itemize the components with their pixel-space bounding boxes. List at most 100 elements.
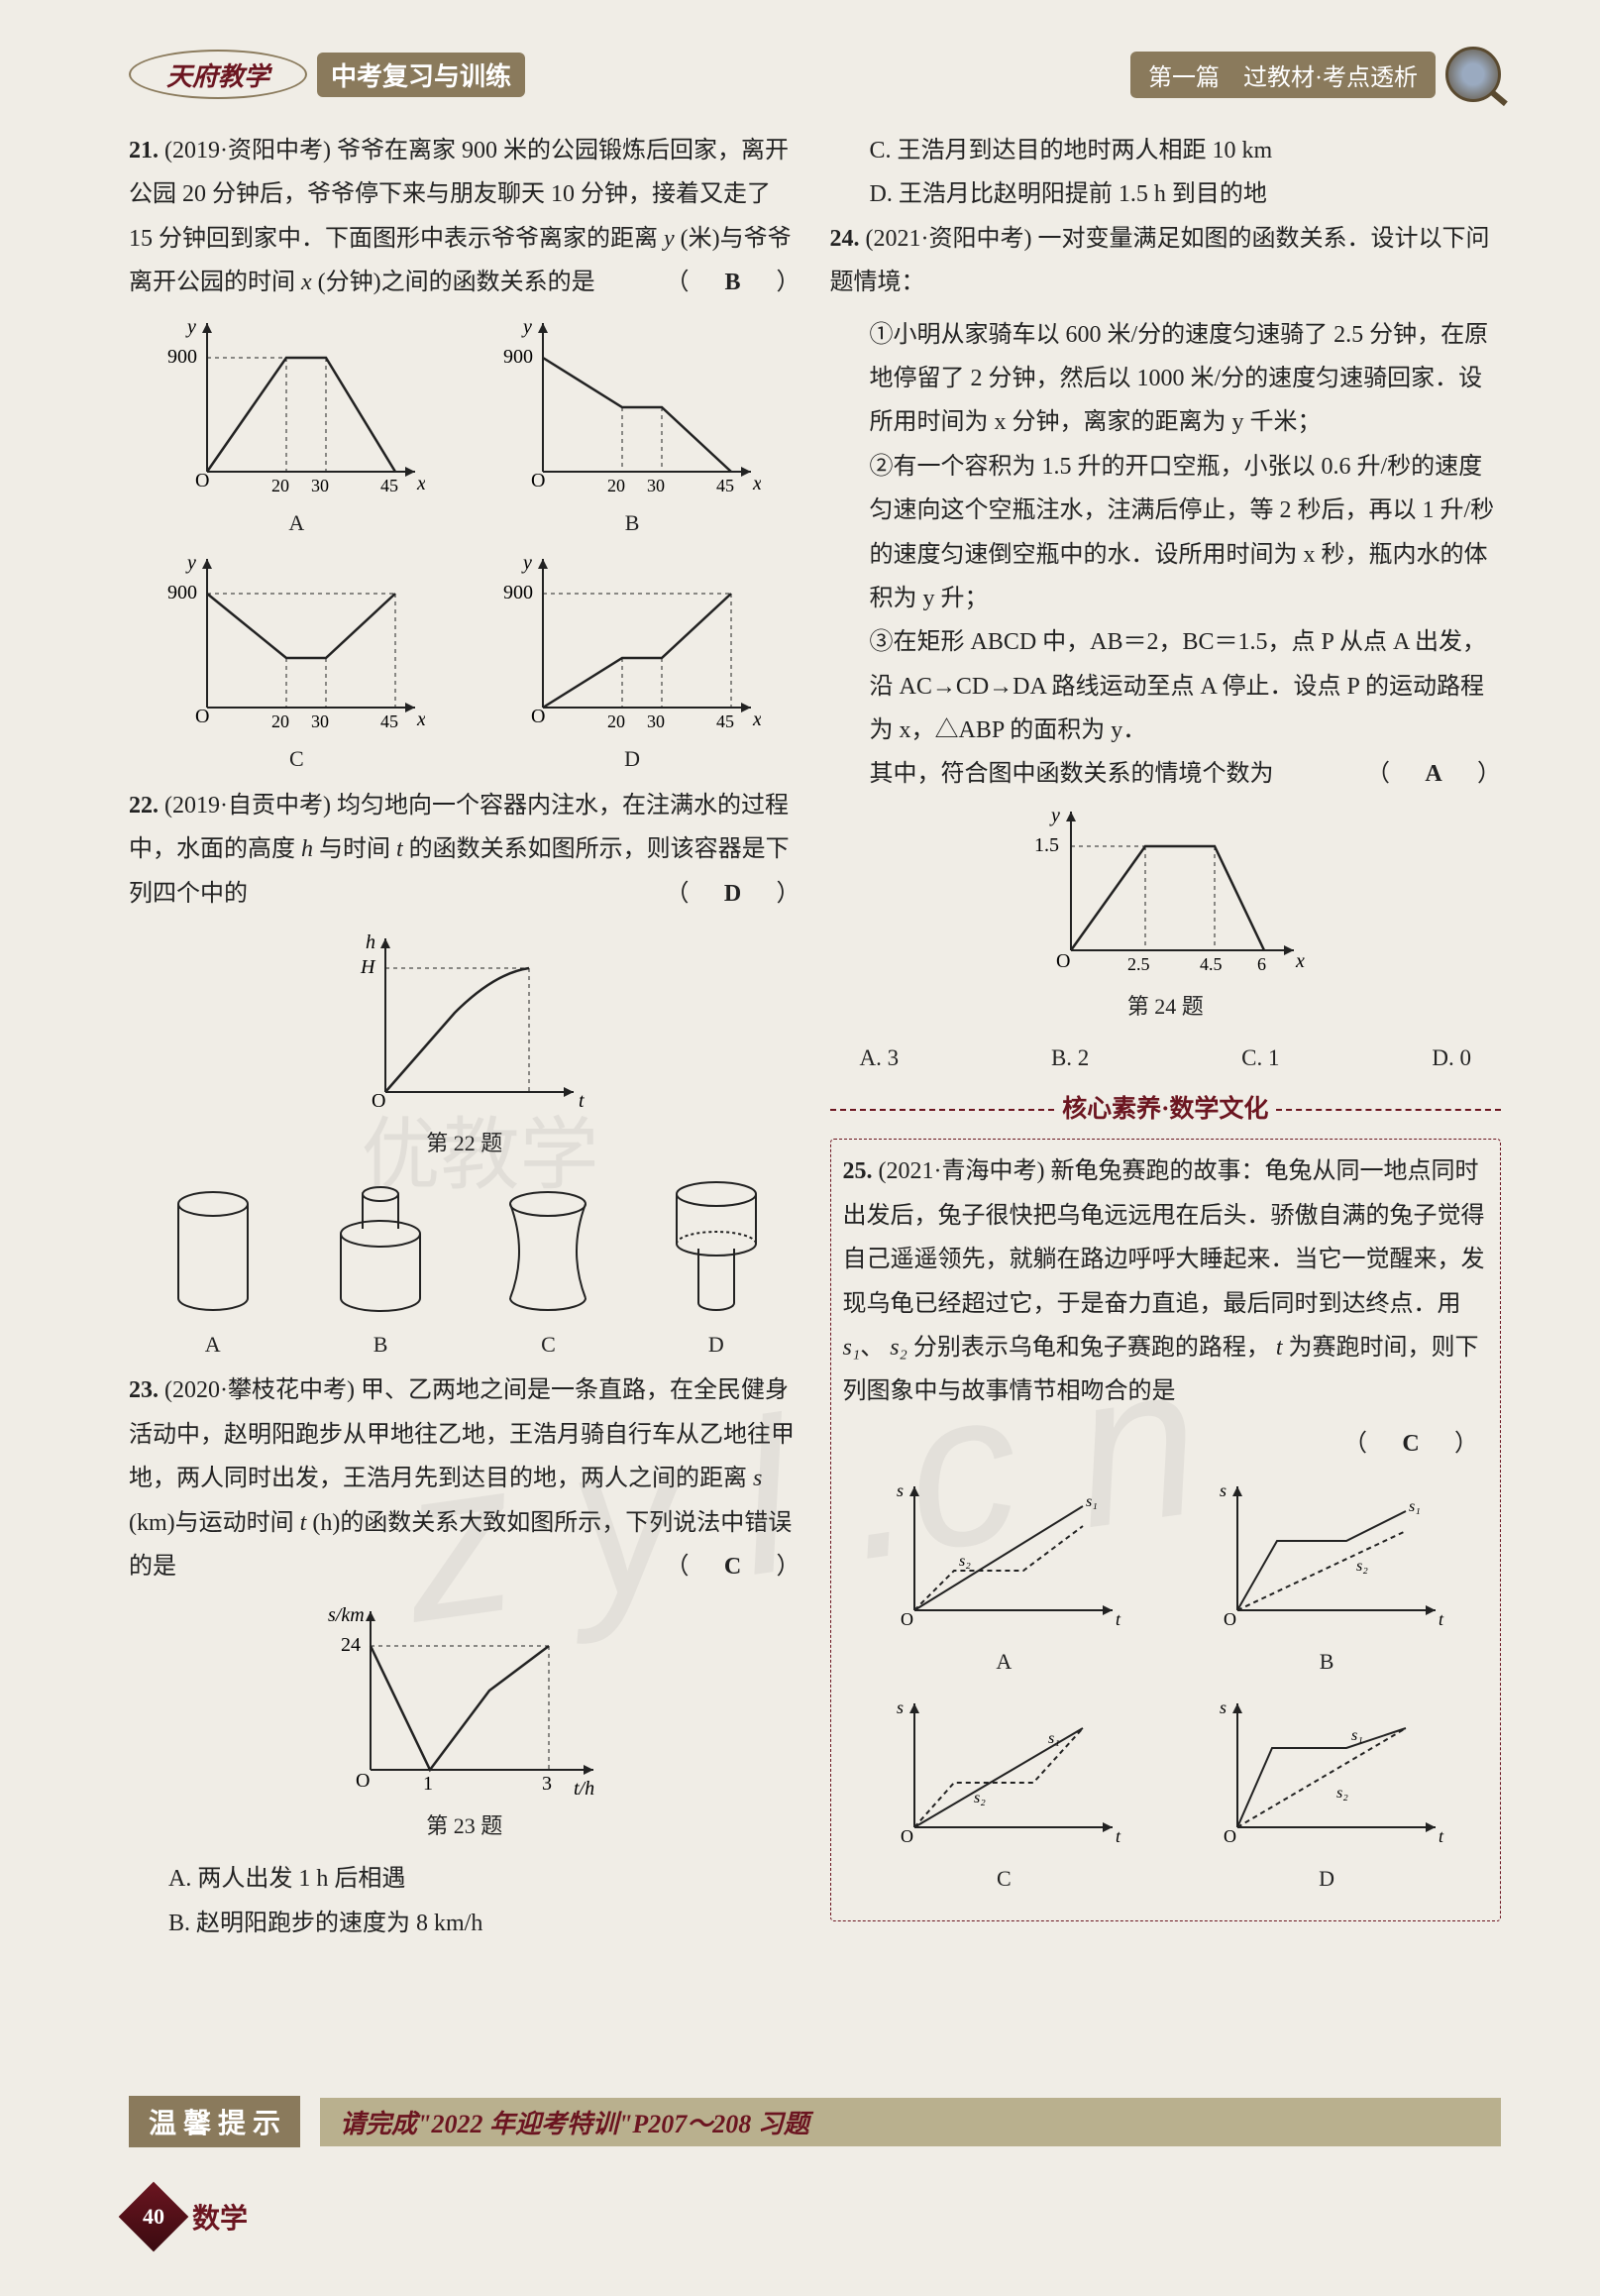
q25-answer: C bbox=[1391, 1422, 1431, 1466]
q25-graph-D: O t s s₁ s₂ D bbox=[1198, 1689, 1455, 1900]
q25-label-B: B bbox=[1198, 1642, 1455, 1683]
svg-text:3: 3 bbox=[542, 1773, 552, 1795]
svg-text:1: 1 bbox=[423, 1773, 433, 1795]
svg-text:y: y bbox=[185, 552, 196, 574]
header-left: 天府教学 中考复习与训练 bbox=[129, 50, 525, 99]
svg-text:O: O bbox=[195, 706, 209, 727]
svg-text:20: 20 bbox=[271, 711, 289, 731]
svg-text:30: 30 bbox=[647, 476, 665, 495]
question-25: 25. (2021·青海中考) 新龟兔赛跑的故事：龟兔从同一地点同时出发后，兔子… bbox=[843, 1149, 1489, 1413]
q25-label-C: C bbox=[875, 1859, 1132, 1900]
svg-text:45: 45 bbox=[380, 711, 398, 731]
question-22: 22. (2019·自贡中考) 均匀地向一个容器内注水，在注满水的过程中，水面的… bbox=[129, 784, 800, 916]
q22-answer: D bbox=[713, 872, 753, 916]
q22-h: h bbox=[301, 836, 313, 862]
q21-y: y bbox=[664, 226, 675, 252]
svg-text:45: 45 bbox=[716, 711, 734, 731]
svg-text:x: x bbox=[752, 709, 761, 730]
svg-text:O: O bbox=[372, 1090, 385, 1112]
svg-text:x: x bbox=[1295, 950, 1305, 972]
svg-text:O: O bbox=[1224, 1609, 1236, 1629]
svg-text:t/h: t/h bbox=[574, 1778, 594, 1800]
q21-label-B: B bbox=[503, 503, 761, 544]
page-header: 天府教学 中考复习与训练 第一篇 过教材·考点透析 bbox=[129, 40, 1501, 109]
q25-graphs-bottom: O t s s₁ s₂ C bbox=[843, 1689, 1489, 1900]
svg-text:900: 900 bbox=[503, 346, 533, 368]
q24-opt-A: A. 3 bbox=[860, 1038, 900, 1080]
svg-text:s: s bbox=[897, 1697, 904, 1717]
q22-container-D: D bbox=[662, 1174, 771, 1366]
svg-text:900: 900 bbox=[503, 582, 533, 603]
q22-t: t bbox=[396, 836, 403, 862]
q22-container-B: B bbox=[326, 1174, 435, 1366]
q25-label-D: D bbox=[1198, 1859, 1455, 1900]
q21-graphs-bottom: O x y 900 20 30 45 C bbox=[129, 549, 800, 780]
svg-text:s/km: s/km bbox=[328, 1604, 365, 1626]
svg-text:2.5: 2.5 bbox=[1127, 954, 1150, 974]
svg-text:y: y bbox=[185, 316, 196, 338]
q23-text2: (km)与运动时间 bbox=[129, 1510, 300, 1536]
q22-opt-C: C bbox=[493, 1325, 602, 1366]
q22-graph: O t h H 第 22 题 bbox=[129, 924, 800, 1164]
svg-text:O: O bbox=[1056, 950, 1070, 972]
svg-text:s₁: s₁ bbox=[1409, 1498, 1421, 1515]
svg-text:s: s bbox=[1220, 1697, 1227, 1717]
q25-graphs-top: O t s s₁ s₂ A bbox=[843, 1472, 1489, 1683]
svg-text:6: 6 bbox=[1257, 954, 1266, 974]
q21-graphs-top: O x y 900 20 30 45 A bbox=[129, 313, 800, 544]
question-21: 21. (2019·资阳中考) 爷爷在离家 900 米的公园锻炼后回家，离开公园… bbox=[129, 129, 800, 305]
q23-caption: 第 23 题 bbox=[129, 1806, 800, 1847]
q22-opt-B: B bbox=[326, 1325, 435, 1366]
q22-opt-D: D bbox=[662, 1325, 771, 1366]
q25-label-A: A bbox=[875, 1642, 1132, 1683]
svg-text:45: 45 bbox=[380, 476, 398, 495]
q25-s2: s₂ bbox=[890, 1335, 907, 1361]
q23-opt-D: D. 王浩月比赵明阳提前 1.5 h 到目的地 bbox=[830, 172, 1502, 216]
q22-source: (2019·自贡中考) bbox=[164, 793, 331, 819]
q21-graph-B: O x y 900 20 30 45 B bbox=[503, 313, 761, 544]
page-footer: 40 数学 bbox=[129, 2192, 248, 2241]
header-left-title: 中考复习与训练 bbox=[317, 53, 525, 97]
svg-text:x: x bbox=[416, 473, 425, 494]
svg-text:s: s bbox=[1220, 1480, 1227, 1500]
question-24: 24. (2021·资阳中考) 一对变量满足如图的函数关系．设计以下问题情境： bbox=[830, 217, 1502, 305]
logo-oval: 天府教学 bbox=[129, 50, 307, 99]
svg-text:O: O bbox=[901, 1609, 913, 1629]
q23-opt-B: B. 赵明阳跑步的速度为 8 km/h bbox=[129, 1902, 800, 1945]
svg-text:4.5: 4.5 bbox=[1200, 954, 1223, 974]
q24-number: 24. bbox=[830, 226, 860, 252]
page-subject: 数学 bbox=[192, 2197, 248, 2237]
q22-container-A: A bbox=[159, 1174, 267, 1366]
q25-s1: s₁ bbox=[843, 1335, 861, 1361]
page-number-badge: 40 bbox=[119, 2182, 189, 2252]
svg-text:y: y bbox=[521, 552, 532, 574]
q23-number: 23. bbox=[129, 1377, 159, 1403]
q21-label-D: D bbox=[503, 739, 761, 780]
q24-item2: ②有一个容积为 1.5 升的开口空瓶，小张以 0.6 升/秒的速度匀速向这个空瓶… bbox=[830, 445, 1502, 621]
svg-text:t: t bbox=[579, 1090, 585, 1112]
svg-text:O: O bbox=[901, 1826, 913, 1846]
svg-text:s₂: s₂ bbox=[959, 1553, 971, 1570]
svg-text:x: x bbox=[752, 473, 761, 494]
right-column: C. 王浩月到达目的地时两人相距 10 km D. 王浩月比赵明阳提前 1.5 … bbox=[830, 129, 1502, 2091]
q24-tail: 其中，符合图中函数关系的情境个数为 （ A ） bbox=[830, 752, 1502, 796]
q24-opt-B: B. 2 bbox=[1051, 1038, 1089, 1080]
q23-answer: C bbox=[713, 1545, 753, 1588]
svg-text:x: x bbox=[416, 709, 425, 730]
q21-label-C: C bbox=[167, 739, 425, 780]
svg-text:30: 30 bbox=[311, 711, 329, 731]
header-right-title: 第一篇 过教材·考点透析 bbox=[1130, 52, 1436, 98]
q25-graph-A: O t s s₁ s₂ A bbox=[875, 1472, 1132, 1683]
svg-text:O: O bbox=[531, 470, 545, 492]
left-column: 21. (2019·资阳中考) 爷爷在离家 900 米的公园锻炼后回家，离开公园… bbox=[129, 129, 800, 2091]
q25-number: 25. bbox=[843, 1158, 873, 1184]
q24-options: A. 3 B. 2 C. 1 D. 0 bbox=[830, 1038, 1502, 1080]
svg-text:20: 20 bbox=[607, 476, 625, 495]
q24-item1: ①小明从家骑车以 600 米/分的速度匀速骑了 2.5 分钟，在原地停留了 2 … bbox=[830, 313, 1502, 445]
svg-text:t: t bbox=[1439, 1609, 1444, 1629]
q23-s: s bbox=[753, 1466, 762, 1491]
svg-text:t: t bbox=[1116, 1609, 1121, 1629]
q21-number: 21. bbox=[129, 138, 159, 164]
svg-text:1.5: 1.5 bbox=[1034, 834, 1059, 856]
q23-source: (2020·攀枝花中考) bbox=[164, 1377, 355, 1403]
